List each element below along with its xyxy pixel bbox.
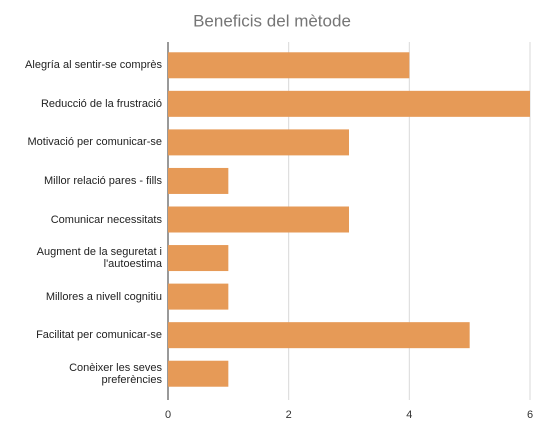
y-tick-label: Facilitat per comunicar-se: [36, 329, 162, 342]
y-tick-label: Reducció de la frustració: [40, 97, 162, 110]
bar: [168, 360, 229, 387]
bar: [168, 206, 349, 233]
x-tick-label: 0: [165, 409, 171, 421]
x-tick-label: 4: [406, 409, 412, 421]
chart-title: Beneficis del mètode: [193, 11, 351, 30]
y-tick-label: Augment de la seguretat i l'autoestima: [36, 246, 162, 271]
bar: [168, 322, 470, 349]
y-tick-label: Motivació per comunicar-se: [27, 136, 163, 149]
y-tick-label: Alegría al sentir-se comprès: [25, 59, 162, 72]
y-tick-label: Conèixer les seves preferències: [69, 361, 162, 386]
y-tick-label: Comunicar necessitats: [50, 213, 162, 226]
x-tick-label: 2: [286, 409, 292, 421]
x-tick-label: 6: [527, 409, 533, 421]
bar: [168, 52, 410, 79]
bar: [168, 167, 229, 194]
y-tick-label: Millores a nivell cognitiu: [45, 290, 162, 303]
y-tick-label: Millor relació pares - fills: [44, 174, 162, 187]
bar: [168, 283, 229, 310]
bar: [168, 90, 530, 117]
bar: [168, 129, 349, 156]
bar: [168, 245, 229, 272]
